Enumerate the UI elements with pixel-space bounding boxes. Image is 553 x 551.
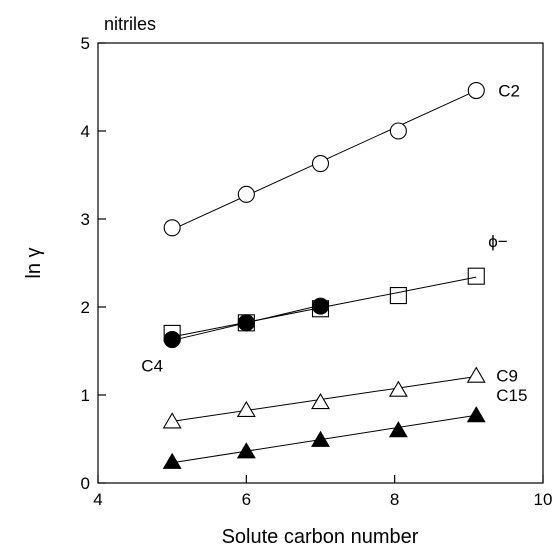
fit-line-C9 (172, 376, 477, 422)
x-tick-label: 10 (534, 490, 553, 509)
data-point (466, 406, 486, 423)
data-point (467, 267, 485, 285)
y-axis: 0 1 2 3 4 5 (81, 34, 106, 493)
plot-frame (97, 42, 544, 484)
data-point (162, 452, 182, 469)
x-axis-title: Solute carbon number (222, 526, 419, 548)
data-point (163, 331, 181, 349)
series-label-ϕ−: ϕ− (488, 232, 508, 251)
series-label-C15: C15 (496, 386, 527, 405)
x-tick-label: 6 (242, 490, 251, 509)
y-axis-title: ln γ (23, 247, 45, 278)
x-axis: 4 6 8 10 (93, 475, 552, 509)
data-point (311, 392, 330, 410)
chart-title: nitriles (104, 14, 156, 34)
data-point (237, 185, 255, 203)
data-points (162, 81, 486, 469)
series-label-C9: C9 (496, 367, 518, 386)
y-tick-label: 1 (81, 386, 90, 405)
data-point (236, 400, 256, 418)
y-tick-label: 4 (81, 122, 90, 141)
data-point (466, 366, 486, 383)
x-tick-label: 4 (93, 490, 102, 509)
data-point (236, 442, 256, 459)
y-tick-label: 2 (81, 298, 90, 317)
data-point (162, 412, 182, 429)
series-label-C4: C4 (141, 357, 163, 376)
data-point (311, 297, 330, 315)
data-point (467, 81, 485, 100)
y-tick-label: 0 (81, 474, 90, 493)
data-point (311, 155, 330, 173)
y-tick-label: 3 (81, 210, 90, 229)
series-label-C2: C2 (498, 82, 520, 101)
data-point (237, 314, 255, 332)
x-tick-label: 8 (390, 490, 399, 509)
data-point (389, 287, 407, 305)
data-point (311, 430, 330, 447)
data-point (388, 380, 408, 397)
y-tick-label: 5 (81, 34, 90, 53)
data-point (388, 421, 408, 438)
data-point (389, 122, 407, 140)
data-point (163, 219, 181, 237)
